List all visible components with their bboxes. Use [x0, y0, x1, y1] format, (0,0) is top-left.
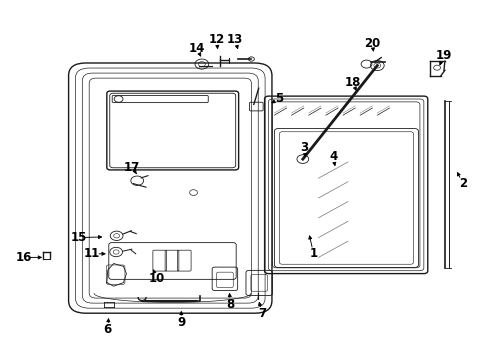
Text: 20: 20	[364, 37, 381, 50]
Text: 10: 10	[148, 273, 165, 285]
Text: 19: 19	[435, 49, 452, 62]
Text: 7: 7	[258, 307, 266, 320]
Text: 14: 14	[189, 42, 205, 55]
Text: 15: 15	[70, 231, 87, 244]
Text: 17: 17	[124, 161, 141, 174]
Text: 12: 12	[208, 33, 225, 46]
Text: 11: 11	[84, 247, 100, 260]
Text: 9: 9	[177, 316, 185, 329]
Text: 1: 1	[310, 247, 318, 260]
Text: 6: 6	[104, 323, 112, 336]
Text: 8: 8	[226, 298, 234, 311]
Text: 13: 13	[227, 33, 244, 46]
Text: 3: 3	[300, 141, 308, 154]
Text: 5: 5	[275, 93, 283, 105]
Text: 18: 18	[344, 76, 361, 89]
Text: 2: 2	[459, 177, 467, 190]
Text: 4: 4	[329, 150, 337, 163]
Text: 16: 16	[15, 251, 32, 264]
